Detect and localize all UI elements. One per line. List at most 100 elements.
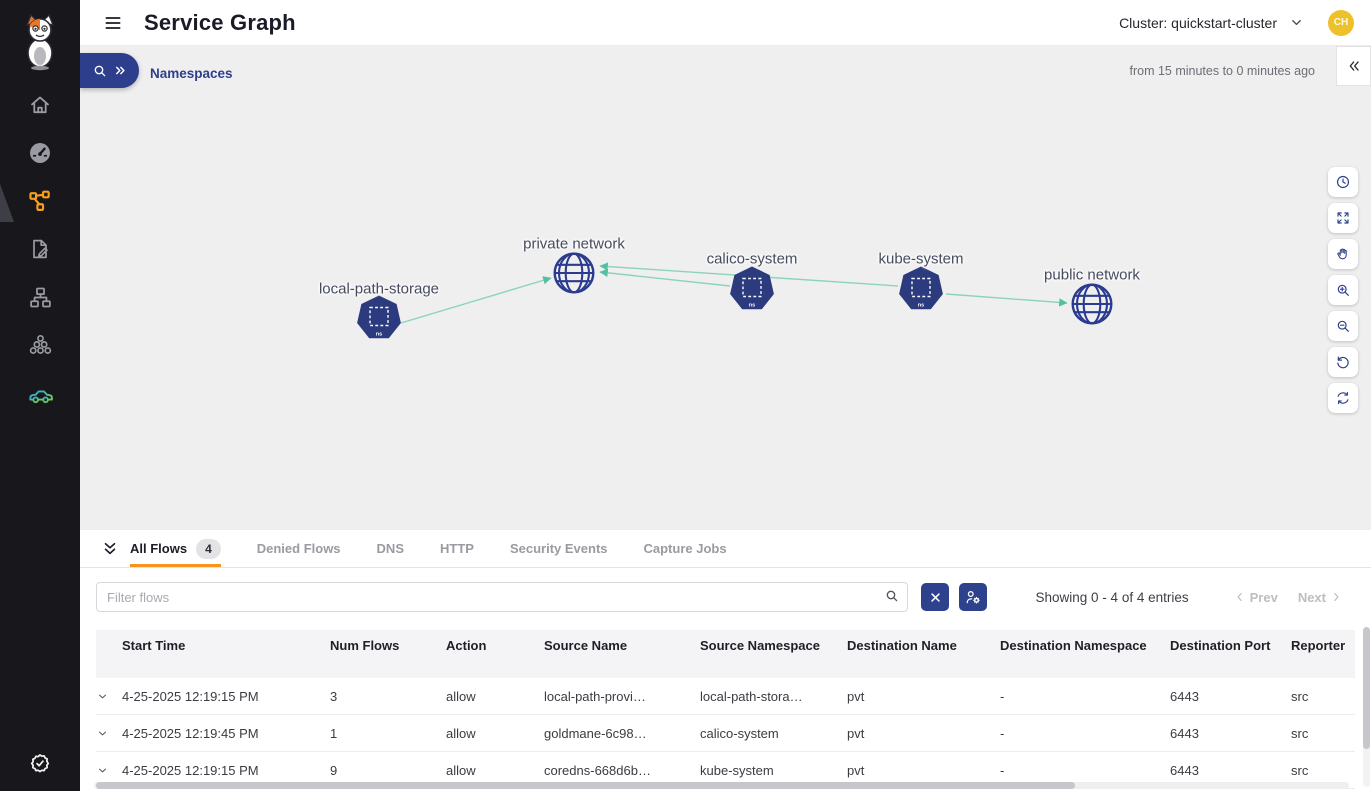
column-header: Destination Port xyxy=(1170,638,1271,653)
sidebar-item-network-tree[interactable] xyxy=(0,273,80,321)
tab-http[interactable]: HTTP xyxy=(440,530,474,567)
filter-flows-input[interactable] xyxy=(96,582,908,612)
graph-node-private-network[interactable] xyxy=(551,250,597,296)
collapse-panel-button[interactable] xyxy=(1336,46,1371,86)
tab-dns[interactable]: DNS xyxy=(377,530,404,567)
graph-node-public-network[interactable] xyxy=(1069,281,1115,327)
graph-node-local-path-storage[interactable]: ns xyxy=(355,294,403,342)
sidebar-item-dashboard-gauge[interactable] xyxy=(0,129,80,177)
graph-node-calico-system[interactable]: ns xyxy=(728,265,776,313)
prev-button[interactable]: Prev xyxy=(1233,590,1278,605)
sidebar-item-home[interactable] xyxy=(0,81,80,129)
cluster-selector-label: Cluster: quickstart-cluster xyxy=(1119,14,1277,31)
graph-node-label: kube-system xyxy=(878,250,964,268)
tab-label: Denied Flows xyxy=(256,541,341,556)
clear-filter-button[interactable] xyxy=(921,583,949,611)
table-cell: 4-25-2025 12:19:15 PM xyxy=(122,762,259,778)
zoom-out-icon xyxy=(1335,318,1351,334)
graph-node-label: private network xyxy=(523,235,625,253)
table-row[interactable]: 4-25-2025 12:19:45 PM 1 allow goldmane-6c98… xyxy=(96,715,1355,752)
horizontal-scrollbar-thumb[interactable] xyxy=(96,782,1075,789)
column-header: Reporter xyxy=(1291,638,1346,653)
sidebar-item-certificate[interactable] xyxy=(27,751,53,777)
sidebar-item-service-graph[interactable] xyxy=(0,177,80,225)
avatar[interactable]: CH xyxy=(1328,9,1354,36)
svg-text:ns: ns xyxy=(376,332,382,338)
column-header: Action xyxy=(446,638,487,653)
search-icon xyxy=(92,63,108,79)
table-cell: allow xyxy=(446,688,476,704)
tab-label: HTTP xyxy=(440,541,474,556)
tab-denied-flows[interactable]: Denied Flows xyxy=(257,530,341,567)
tab-capture-jobs[interactable]: Capture Jobs xyxy=(644,530,727,567)
column-header: Source Namespace xyxy=(700,638,820,653)
graph-node-label: public network xyxy=(1044,266,1140,284)
row-expand-button[interactable] xyxy=(96,690,122,703)
pan-hand-button[interactable] xyxy=(1328,239,1358,269)
hamburger-menu-icon[interactable] xyxy=(96,6,130,40)
chevron-down-icon xyxy=(1289,15,1304,30)
table-cell: - xyxy=(1000,725,1005,741)
row-chevron-down-icon xyxy=(96,764,109,777)
dashboard-gauge-icon xyxy=(27,140,53,166)
table-row[interactable]: 4-25-2025 12:19:15 PM 9 allow coredns-668d6… xyxy=(96,752,1355,789)
table-cell: allow xyxy=(446,725,476,741)
graph-node-kube-system[interactable]: ns xyxy=(897,265,945,313)
table-header-row: Start Time Num Flows Action Source Name Sour… xyxy=(96,630,1355,678)
refresh-button[interactable] xyxy=(1328,383,1358,413)
zoom-in-button[interactable] xyxy=(1328,275,1358,305)
row-expand-button[interactable] xyxy=(96,727,122,740)
cluster-selector[interactable]: Cluster: quickstart-cluster xyxy=(1119,15,1304,31)
table-cell: 3 xyxy=(330,688,338,704)
sidebar-item-compliance-car[interactable] xyxy=(0,369,80,417)
active-notch xyxy=(0,184,14,222)
fullscreen-button[interactable] xyxy=(1328,203,1358,233)
row-chevron-down-icon xyxy=(96,690,109,703)
sidebar-item-cluster-circles[interactable] xyxy=(0,321,80,369)
table-cell: 6443 xyxy=(1170,688,1199,704)
calico-logo-icon xyxy=(17,8,63,76)
time-button[interactable] xyxy=(1328,167,1358,197)
column-header: Source Name xyxy=(544,638,628,653)
undo-button[interactable] xyxy=(1328,347,1358,377)
chevrons-right-icon xyxy=(113,63,128,78)
table-cell: 1 xyxy=(330,725,338,741)
time-icon xyxy=(1335,174,1351,190)
tab-label: DNS xyxy=(376,541,404,556)
sidebar-item-policies[interactable] xyxy=(0,225,80,273)
column-header: Start Time xyxy=(122,638,186,653)
user-gear-icon xyxy=(964,588,982,606)
vertical-scrollbar-thumb[interactable] xyxy=(1363,627,1370,749)
panel-collapse-icon[interactable] xyxy=(96,535,124,563)
graph-canvas[interactable]: ns local-path-storage private network ns cal… xyxy=(80,46,1371,530)
tab-security-events[interactable]: Security Events xyxy=(510,530,608,567)
tab-all-flows[interactable]: All Flows 4 xyxy=(130,530,221,567)
table-cell: pvt xyxy=(847,688,865,704)
table-cell: - xyxy=(1000,762,1005,778)
table-row[interactable]: 4-25-2025 12:19:15 PM 3 allow local-path-pr… xyxy=(96,678,1355,715)
next-button[interactable]: Next xyxy=(1298,590,1343,605)
vertical-scrollbar[interactable] xyxy=(1363,627,1370,787)
main-area: Service Graph Cluster: quickstart-cluste… xyxy=(80,0,1371,791)
table-cell: - xyxy=(1000,688,1005,704)
certificate-badge-icon xyxy=(27,751,53,777)
tab-count-badge: 4 xyxy=(196,538,221,559)
flows-tabbar: All Flows 4 Denied Flows DNS HTTP Security Ev… xyxy=(80,530,1371,568)
compliance-car-icon xyxy=(27,380,54,407)
undo-icon xyxy=(1335,354,1351,370)
cluster-circles-icon xyxy=(28,333,53,358)
breadcrumb[interactable]: Namespaces xyxy=(150,66,233,81)
showing-entries-label: Showing 0 - 4 of 4 entries xyxy=(1035,589,1189,605)
graph-edges xyxy=(400,262,1068,324)
table-cell: 6443 xyxy=(1170,762,1199,778)
table-cell: 6443 xyxy=(1170,725,1199,741)
svg-text:ns: ns xyxy=(749,303,755,309)
row-expand-button[interactable] xyxy=(96,764,122,777)
graph-search-button[interactable] xyxy=(80,53,139,88)
table-cell: src xyxy=(1291,688,1309,704)
column-settings-button[interactable] xyxy=(959,583,987,611)
zoom-out-button[interactable] xyxy=(1328,311,1358,341)
next-label: Next xyxy=(1297,589,1326,605)
horizontal-scrollbar[interactable] xyxy=(94,782,1349,789)
